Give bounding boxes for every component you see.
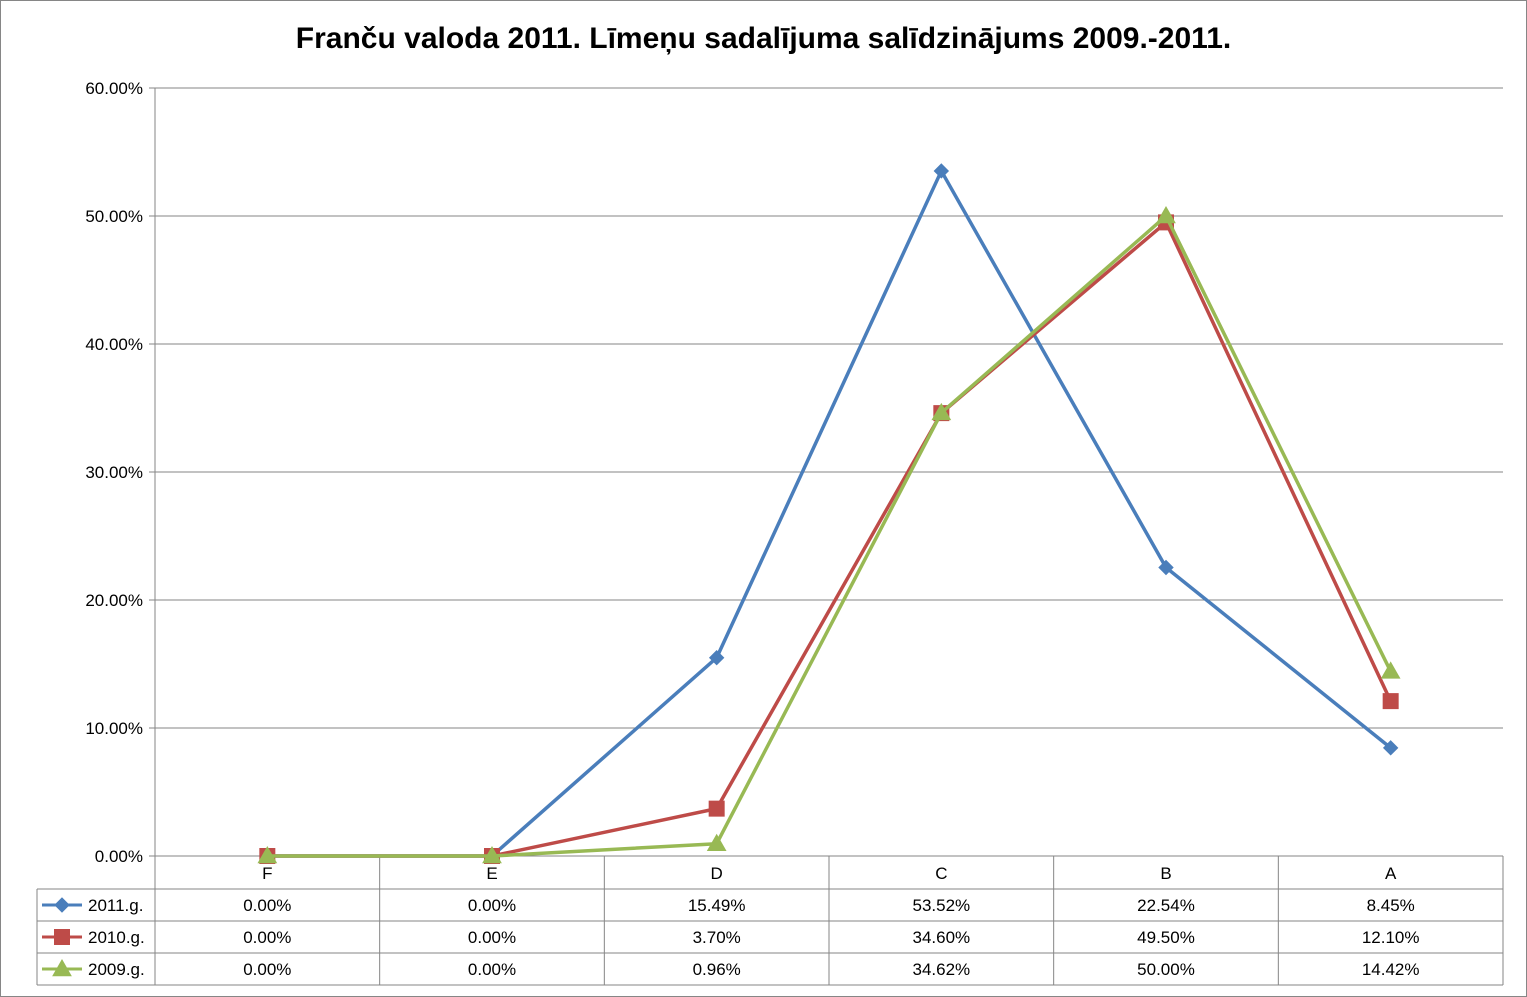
- series-1: [259, 214, 1399, 864]
- table-cell: 8.45%: [1367, 896, 1415, 915]
- y-tick-label: 0.00%: [95, 847, 143, 866]
- series-line: [267, 169, 1392, 858]
- data-point: [708, 650, 725, 666]
- table-cell: 0.00%: [243, 960, 291, 979]
- x-tick-label: B: [1160, 864, 1171, 883]
- table-cell: 0.00%: [243, 928, 291, 947]
- table-cell: 22.54%: [1137, 896, 1195, 915]
- x-tick-label: E: [486, 864, 497, 883]
- series-2: [257, 205, 1401, 864]
- data-point: [708, 800, 725, 817]
- x-tick-label: F: [262, 864, 272, 883]
- series-line: [267, 214, 1393, 858]
- legend-marker-square-icon: [54, 929, 70, 945]
- table-cell: 34.60%: [912, 928, 970, 947]
- table-cell: 0.00%: [243, 896, 291, 915]
- legend-label: 2009.g.: [88, 960, 145, 979]
- table-cell: 34.62%: [912, 960, 970, 979]
- y-tick-label: 30.00%: [85, 463, 143, 482]
- data-point: [1158, 559, 1174, 576]
- table-cell: 49.50%: [1137, 928, 1195, 947]
- legend-marker-triangle-icon: [52, 958, 72, 977]
- data-point: [933, 163, 950, 179]
- axes: 0.00% 10.00% 20.00% 30.00% 40.00% 50.00% 60.00…: [85, 79, 156, 866]
- x-tick-label: D: [711, 864, 723, 883]
- legend-marker-diamond-icon: [54, 897, 70, 913]
- y-tick-label: 60.00%: [85, 79, 143, 98]
- table-cell: 0.96%: [693, 960, 741, 979]
- data-point: [1382, 740, 1399, 756]
- series-lines: [257, 163, 1401, 864]
- table-cell: 3.70%: [693, 928, 741, 947]
- series-line: [267, 220, 1393, 858]
- data-point: [706, 833, 727, 851]
- table-cell: 0.00%: [468, 928, 516, 947]
- table-cell: 0.00%: [468, 896, 516, 915]
- data-point: [257, 845, 278, 864]
- y-tick-label: 50.00%: [85, 207, 143, 226]
- table-cell: 0.00%: [468, 960, 516, 979]
- legend-label: 2010.g.: [88, 928, 145, 947]
- y-tick-label: 40.00%: [85, 335, 143, 354]
- data-point: [1156, 205, 1176, 224]
- x-tick-label: A: [1385, 864, 1397, 883]
- chart-title: Franču valoda 2011. Līmeņu sadalījuma sa…: [295, 22, 1232, 55]
- table-cell: 12.10%: [1362, 928, 1420, 947]
- data-point: [1380, 661, 1401, 679]
- x-tick-label: C: [935, 864, 947, 883]
- gridlines: [155, 87, 1503, 729]
- data-point: [482, 845, 502, 864]
- table-cell: 14.42%: [1362, 960, 1420, 979]
- series-0: [259, 163, 1399, 864]
- y-tick-label: 20.00%: [85, 591, 143, 610]
- table-cell: 50.00%: [1137, 960, 1195, 979]
- data-table: F E D C B A 2011.g. 0.00% 0.00% 15.49% 53.52% 22.54…: [36, 855, 1504, 986]
- data-point: [1382, 693, 1399, 710]
- y-tick-label: 10.00%: [85, 719, 143, 738]
- table-cell: 53.52%: [912, 896, 970, 915]
- legend-label: 2011.g.: [88, 896, 143, 915]
- data-point: [931, 402, 952, 421]
- table-cell: 15.49%: [688, 896, 746, 915]
